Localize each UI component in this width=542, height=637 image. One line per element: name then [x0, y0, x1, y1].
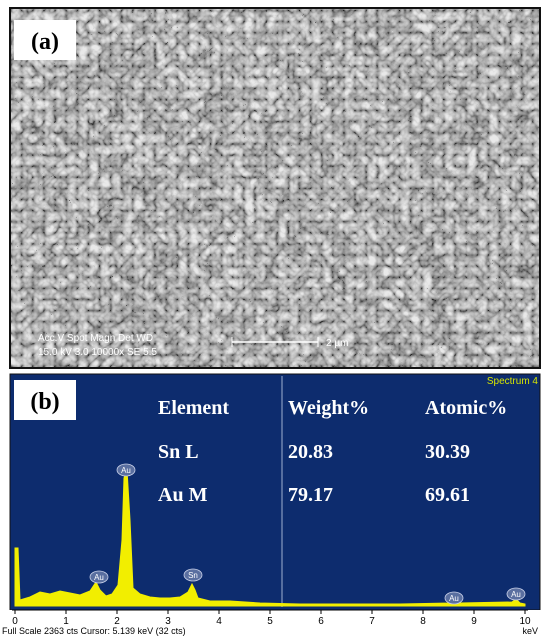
tick-label: 6	[318, 616, 324, 627]
tick-label: 8	[420, 616, 426, 627]
page: (a) Acc.V Spot Magn Det WD 15.0 kV 3.0 1…	[0, 0, 542, 637]
scale-label: 2 µm	[326, 338, 348, 349]
peak-label: Au	[511, 590, 521, 599]
table-header: Atomic%	[425, 397, 507, 419]
x-unit: keV	[522, 626, 538, 636]
sem-texture	[11, 9, 539, 367]
spectrum-name: Spectrum 4	[487, 376, 539, 387]
tick-label: 7	[369, 616, 375, 627]
peak-label: Au	[449, 594, 459, 603]
peak-label: Sn	[188, 571, 198, 580]
sem-info: Acc.V Spot Magn Det WD	[38, 333, 153, 344]
table-cell: Sn L	[158, 441, 199, 463]
table-header: Weight%	[288, 397, 369, 419]
tick-label: 9	[471, 616, 477, 627]
figure: (a) Acc.V Spot Magn Det WD 15.0 kV 3.0 1…	[0, 0, 542, 637]
panel-label: (b)	[30, 389, 59, 415]
peak-label: Au	[121, 466, 131, 475]
table-cell: 69.61	[425, 484, 470, 506]
panel-label: (a)	[31, 29, 59, 55]
table-cell: 79.17	[288, 484, 333, 506]
footer: Full Scale 2363 cts Cursor: 5.139 keV (3…	[2, 626, 186, 636]
table-cell: 20.83	[288, 441, 333, 463]
tick-label: 4	[216, 616, 222, 627]
peak-label: Au	[94, 573, 104, 582]
tick-label: 5	[267, 616, 273, 627]
table-header: Element	[158, 397, 229, 419]
table-cell: Au M	[158, 484, 208, 506]
table-cell: 30.39	[425, 441, 470, 463]
sem-info: 15.0 kV 3.0 10000x SE 5.5	[38, 347, 157, 358]
